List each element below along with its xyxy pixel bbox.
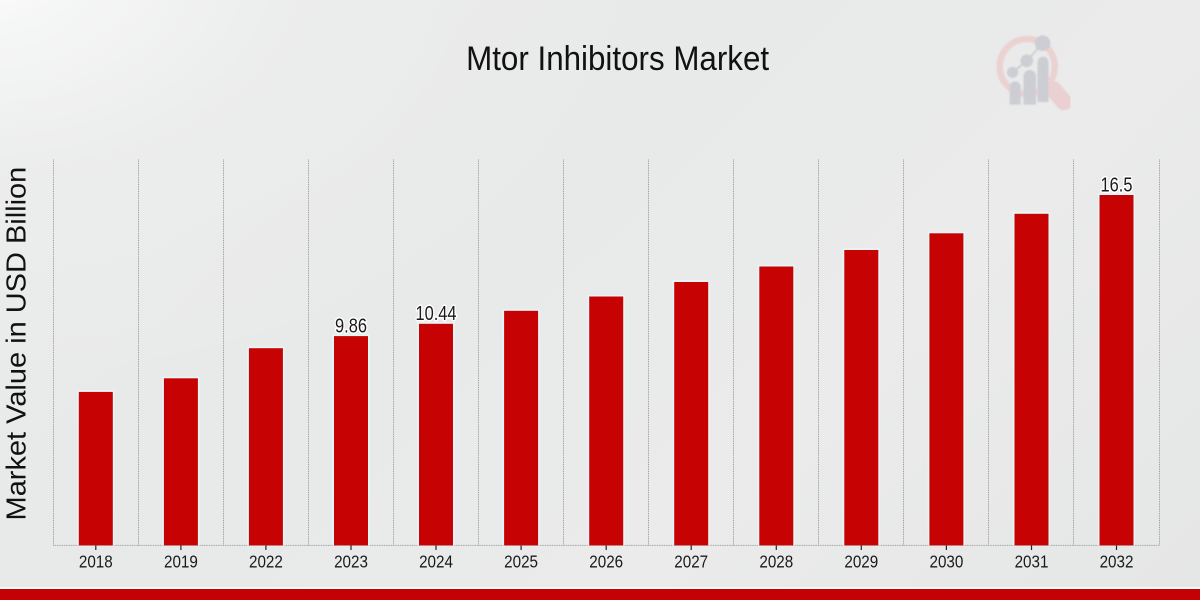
svg-text:Mtor Inhibitors Market: Mtor Inhibitors Market xyxy=(466,39,769,77)
svg-text:2019: 2019 xyxy=(164,551,198,572)
svg-text:2029: 2029 xyxy=(844,551,878,572)
svg-text:2022: 2022 xyxy=(249,551,283,572)
svg-text:Market Value in USD Billion: Market Value in USD Billion xyxy=(1,167,32,521)
svg-text:2025: 2025 xyxy=(504,551,538,572)
svg-text:2031: 2031 xyxy=(1015,551,1049,572)
svg-text:2024: 2024 xyxy=(419,551,453,572)
svg-text:2032: 2032 xyxy=(1100,551,1134,572)
svg-text:2018: 2018 xyxy=(79,551,113,572)
svg-text:10.44: 10.44 xyxy=(416,302,457,325)
svg-text:9.86: 9.86 xyxy=(335,314,367,337)
svg-text:2023: 2023 xyxy=(334,551,368,572)
svg-text:2028: 2028 xyxy=(759,551,793,572)
svg-text:2026: 2026 xyxy=(589,551,623,572)
svg-text:2027: 2027 xyxy=(674,551,708,572)
svg-text:2030: 2030 xyxy=(929,551,963,572)
svg-text:16.5: 16.5 xyxy=(1101,173,1133,196)
